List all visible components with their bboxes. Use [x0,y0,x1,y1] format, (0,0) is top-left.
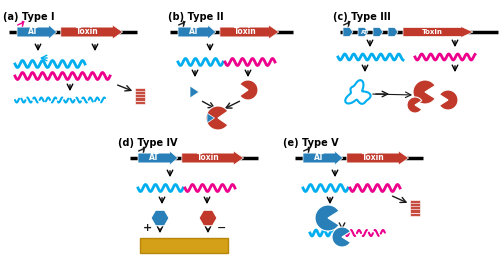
Text: Toxin: Toxin [197,154,220,162]
Text: AT: AT [361,30,369,35]
Polygon shape [207,113,214,123]
FancyArrow shape [343,26,353,37]
FancyArrow shape [17,25,57,39]
Text: Toxin: Toxin [362,154,385,162]
FancyArrow shape [403,26,473,37]
Polygon shape [190,86,199,98]
Bar [410,212,420,216]
Wedge shape [315,205,339,231]
Text: −: − [218,223,226,233]
Text: AT: AT [28,28,39,36]
Text: (e) Type V: (e) Type V [283,138,339,148]
FancyArrow shape [347,151,408,165]
Text: Toxin: Toxin [76,28,99,36]
Text: AT: AT [314,154,325,162]
FancyArrow shape [178,25,216,39]
Text: (b) Type II: (b) Type II [168,12,224,22]
Bar [140,238,228,253]
FancyArrow shape [138,151,178,165]
Bar [135,97,145,101]
Polygon shape [199,210,217,226]
Bar [135,101,145,104]
Text: (d) Type IV: (d) Type IV [118,138,178,148]
Wedge shape [240,80,258,100]
Bar [135,88,145,91]
Text: (a) Type I: (a) Type I [3,12,54,22]
FancyArrow shape [220,25,279,39]
Text: (c) Type III: (c) Type III [333,12,391,22]
Bar [410,206,420,210]
Bar [410,209,420,213]
Text: AT: AT [150,154,160,162]
FancyArrow shape [358,26,368,37]
Bar [135,91,145,95]
Wedge shape [407,97,422,113]
Polygon shape [151,210,169,226]
FancyArrow shape [303,151,343,165]
Wedge shape [440,90,458,110]
Wedge shape [332,227,350,247]
Wedge shape [413,80,435,104]
Bar [135,94,145,98]
Bar [410,203,420,207]
Bar [410,200,420,204]
FancyArrow shape [388,26,398,37]
Text: Toxin: Toxin [422,29,442,35]
FancyArrow shape [61,25,122,39]
Text: AT: AT [188,28,200,36]
FancyArrow shape [373,26,383,37]
Wedge shape [206,106,228,130]
FancyArrow shape [182,151,244,165]
Text: +: + [144,223,152,233]
Text: Toxin: Toxin [234,28,257,36]
